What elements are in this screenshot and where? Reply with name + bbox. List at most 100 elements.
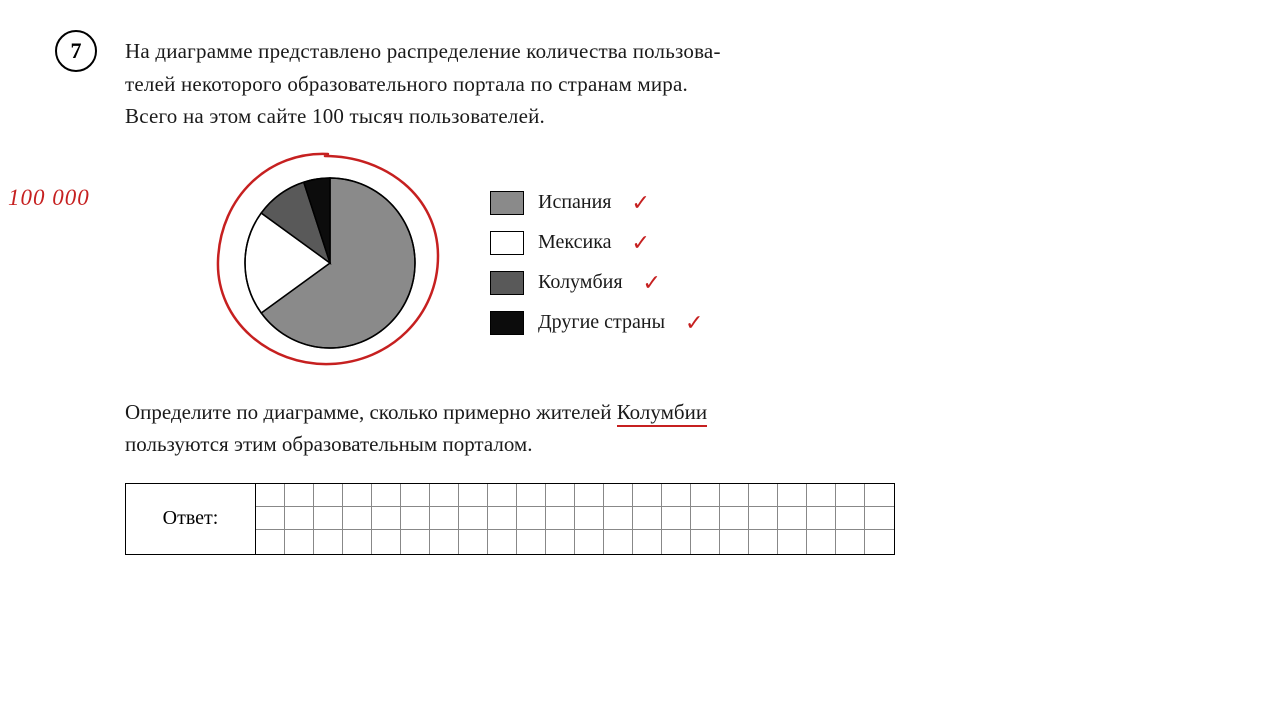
grid-cell <box>430 484 459 507</box>
q2-prefix: Определите по диаграмме, сколько примерн… <box>125 400 617 424</box>
checkmark-icon: ✓ <box>643 270 661 296</box>
grid-cell <box>343 530 372 553</box>
grid-cell <box>401 530 430 553</box>
grid-cell <box>372 484 401 507</box>
grid-cell <box>256 484 285 507</box>
grid-cell <box>720 484 749 507</box>
grid-cell <box>517 507 546 530</box>
grid-cell <box>749 484 778 507</box>
legend-label: Колумбия <box>538 271 623 294</box>
underlined-word: Колумбии <box>617 400 707 427</box>
grid-cell <box>459 507 488 530</box>
checkmark-icon: ✓ <box>632 190 650 216</box>
legend-swatch <box>490 231 524 255</box>
grid-cell <box>691 507 720 530</box>
grid-cell <box>633 484 662 507</box>
legend-item: Колумбия ✓ <box>490 270 703 296</box>
grid-cell <box>546 484 575 507</box>
legend-item: Другие страны ✓ <box>490 310 703 336</box>
grid-cell <box>720 530 749 553</box>
grid-cell <box>865 530 894 553</box>
legend-item: Мексика ✓ <box>490 230 703 256</box>
grid-cell <box>488 530 517 553</box>
grid-cell <box>517 484 546 507</box>
grid-cell <box>604 530 633 553</box>
legend-label: Другие страны <box>538 311 665 334</box>
question-text: На диаграмме представлено распределение … <box>125 35 865 133</box>
legend-swatch <box>490 311 524 335</box>
question-part-2: Определите по диаграмме, сколько примерн… <box>125 396 885 461</box>
question-line-1: На диаграмме представлено распределение … <box>125 39 721 63</box>
grid-cell <box>662 530 691 553</box>
legend-label: Испания <box>538 191 612 214</box>
grid-cell <box>807 507 836 530</box>
grid-cell <box>546 507 575 530</box>
handwritten-annotation: 100 000 <box>8 185 90 211</box>
checkmark-icon: ✓ <box>632 230 650 256</box>
grid-cell <box>343 484 372 507</box>
grid-cell <box>604 484 633 507</box>
grid-cell <box>633 507 662 530</box>
grid-cell <box>691 484 720 507</box>
grid-cell <box>633 530 662 553</box>
grid-cell <box>546 530 575 553</box>
checkmark-icon: ✓ <box>685 310 703 336</box>
grid-cell <box>488 507 517 530</box>
content-area: На диаграмме представлено распределение … <box>125 30 1220 555</box>
grid-cell <box>691 530 720 553</box>
grid-cell <box>662 507 691 530</box>
grid-cell <box>662 484 691 507</box>
grid-cell <box>285 530 314 553</box>
grid-cell <box>778 530 807 553</box>
grid-cell <box>430 507 459 530</box>
grid-cell <box>285 507 314 530</box>
grid-cell <box>314 530 343 553</box>
question-number-badge: 7 <box>55 30 97 72</box>
grid-cell <box>778 484 807 507</box>
question-number: 7 <box>71 38 82 64</box>
chart-area: Испания ✓ Мексика ✓ Колумбия ✓ Другие страны ✓ <box>225 158 1220 368</box>
grid-cell <box>459 530 488 553</box>
grid-cell <box>488 484 517 507</box>
grid-cell <box>865 484 894 507</box>
grid-cell <box>517 530 546 553</box>
legend-swatch <box>490 271 524 295</box>
answer-label: Ответ: <box>163 507 219 530</box>
legend-label: Мексика <box>538 231 612 254</box>
grid-cell <box>314 484 343 507</box>
grid-cell <box>778 507 807 530</box>
legend-item: Испания ✓ <box>490 190 703 216</box>
grid-cell <box>430 530 459 553</box>
q2-line-2: пользуются этим образовательным порталом… <box>125 432 532 456</box>
grid-cell <box>575 530 604 553</box>
grid-cell <box>372 530 401 553</box>
grid-cell <box>720 507 749 530</box>
answer-label-cell: Ответ: <box>126 484 256 554</box>
pie-container <box>225 158 435 368</box>
grid-cell <box>343 507 372 530</box>
grid-cell <box>256 507 285 530</box>
grid-cell <box>314 507 343 530</box>
grid-cell <box>836 507 865 530</box>
grid-cell <box>836 484 865 507</box>
answer-grid: Ответ: <box>125 483 895 555</box>
grid-cell <box>285 484 314 507</box>
grid-cell <box>836 530 865 553</box>
grid-cell <box>604 507 633 530</box>
grid-cell <box>749 530 778 553</box>
pie-chart <box>240 173 420 353</box>
question-line-2: телей некоторого образовательного портал… <box>125 72 688 96</box>
grid-cell <box>749 507 778 530</box>
grid-cell <box>401 507 430 530</box>
grid-cell <box>807 530 836 553</box>
legend: Испания ✓ Мексика ✓ Колумбия ✓ Другие страны ✓ <box>490 190 703 336</box>
grid-cell <box>865 507 894 530</box>
question-line-3: Всего на этом сайте 100 тысяч пользовате… <box>125 104 545 128</box>
legend-swatch <box>490 191 524 215</box>
grid-cell <box>575 507 604 530</box>
grid-cell <box>459 484 488 507</box>
grid-cell <box>256 530 285 553</box>
grid-cell <box>401 484 430 507</box>
grid-cell <box>575 484 604 507</box>
grid-cells <box>256 484 894 554</box>
